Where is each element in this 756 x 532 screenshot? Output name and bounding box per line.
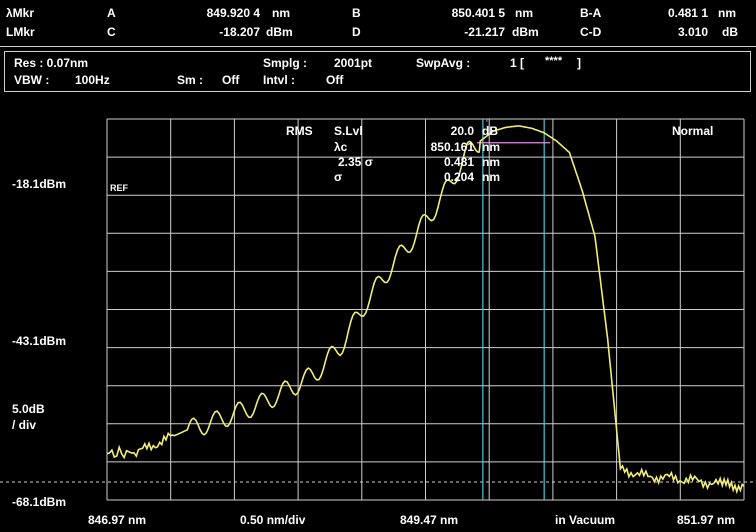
marker-c-label: C xyxy=(107,25,116,39)
marker-a-value: 849.920 4 xyxy=(206,6,260,20)
interval-label: Intvl : xyxy=(263,73,295,87)
analysis-fwhm-label: 2.35 σ xyxy=(338,155,373,169)
analysis-fwhm-unit: nm xyxy=(482,155,500,169)
x-medium-label: in Vacuum xyxy=(555,513,616,527)
marker-a-label: A xyxy=(107,6,116,20)
analysis-sigma-label: σ xyxy=(334,170,343,184)
analysis-slvl-label: S.Lvl xyxy=(334,124,363,138)
marker-b-unit: nm xyxy=(515,6,533,20)
analysis-center-unit: nm xyxy=(482,140,500,154)
marker-cd-unit: dB xyxy=(722,25,738,39)
analysis-center-value: 850.161 xyxy=(430,140,474,154)
marker-b-label: B xyxy=(352,6,361,20)
marker-ba-value: 0.481 1 xyxy=(667,6,708,20)
analysis-sigma-unit: nm xyxy=(482,170,500,184)
bottom-level-label: -68.1dBm xyxy=(12,495,67,509)
resolution-setting: Res : 0.07nm xyxy=(14,56,89,70)
marker-lines xyxy=(476,119,551,500)
smoothing-label: Sm : xyxy=(177,73,204,87)
sampling-label: Smplg : xyxy=(263,56,307,70)
analysis-slvl-value: 20.0 xyxy=(450,124,474,138)
marker-d-label: D xyxy=(352,25,361,39)
marker-cd-label: C-D xyxy=(580,25,602,39)
ref-tag: REF xyxy=(110,183,128,193)
level-marker-label: LMkr xyxy=(6,25,35,39)
marker-c-unit: dBm xyxy=(266,25,293,39)
plot-grid xyxy=(0,118,756,501)
interval-value: Off xyxy=(326,73,344,87)
mid-level-label: -43.1dBm xyxy=(12,334,67,348)
scale-label: 5.0dB xyxy=(12,402,45,416)
sweep-average-label: SwpAvg : xyxy=(416,56,471,70)
marker-b-value: 850.401 5 xyxy=(451,6,505,20)
spectrum-trace xyxy=(106,125,745,495)
marker-c-value: -18.207 xyxy=(219,25,260,39)
analysis-sigma-value: 0.204 xyxy=(443,170,474,184)
settings-panel xyxy=(4,51,751,92)
marker-d-value: -21.217 xyxy=(464,25,505,39)
x-center-label: 849.47 nm xyxy=(400,513,459,527)
smoothing-value: Off xyxy=(222,73,240,87)
sweep-average-bracket: ] xyxy=(577,56,581,70)
marker-ba-unit: nm xyxy=(718,6,736,20)
marker-a-unit: nm xyxy=(272,6,290,20)
display-mode: Normal xyxy=(672,124,714,138)
marker-d-unit: dBm xyxy=(512,25,539,39)
analysis-fwhm-value: 0.481 xyxy=(443,155,474,169)
wavelength-marker-label: λMkr xyxy=(6,6,35,20)
x-stop-label: 851.97 nm xyxy=(677,513,736,527)
x-start-label: 846.97 nm xyxy=(88,513,147,527)
sampling-value: 2001pt xyxy=(334,56,373,70)
ref-level-label: -18.1dBm xyxy=(12,177,67,191)
analysis-center-label: λc xyxy=(334,140,348,154)
header-divider xyxy=(0,46,756,47)
sweep-average-value: 1 [ xyxy=(510,56,525,70)
sweep-average-count: **** xyxy=(545,55,563,67)
scale-unit-label: / div xyxy=(12,418,37,432)
vbw-label: VBW : xyxy=(14,73,50,87)
vbw-value: 100Hz xyxy=(75,73,110,87)
analysis-slvl-unit: dB xyxy=(482,124,498,138)
marker-cd-value: 3.010 xyxy=(677,25,708,39)
x-span-label: 0.50 nm/div xyxy=(240,513,306,527)
analysis-method: RMS xyxy=(286,124,313,138)
marker-ba-label: B-A xyxy=(580,6,602,20)
